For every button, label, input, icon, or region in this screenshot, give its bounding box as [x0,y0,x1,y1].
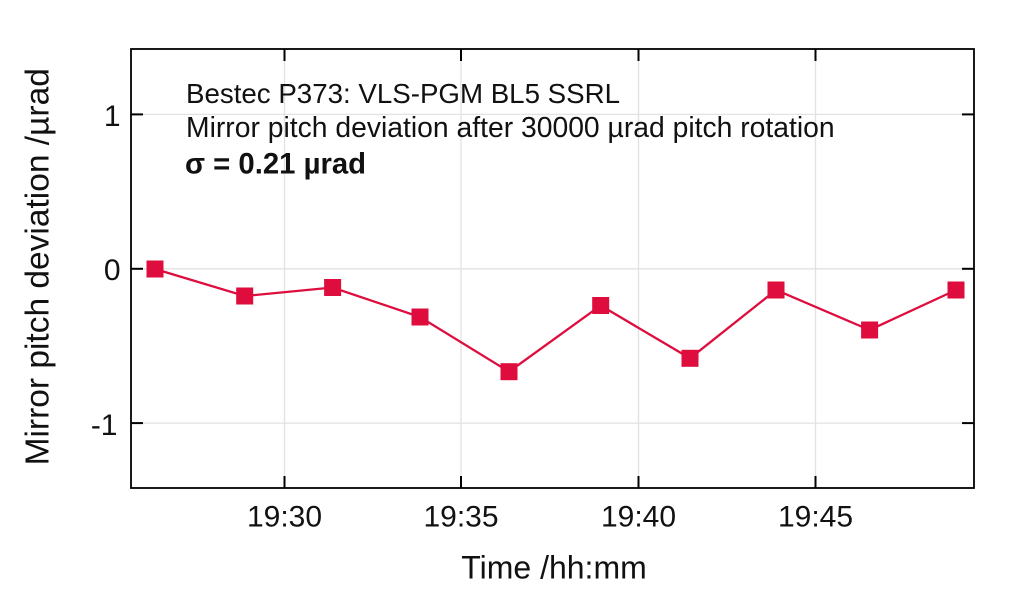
svg-text:Bestec P373: VLS-PGM BL5 SSRL: Bestec P373: VLS-PGM BL5 SSRL [186,78,620,109]
svg-text:σ = 0.21 µrad: σ = 0.21 µrad [185,148,366,181]
svg-text:19:40: 19:40 [601,501,676,534]
svg-text:19:30: 19:30 [247,501,322,534]
svg-text:Time /hh:mm: Time /hh:mm [461,549,647,585]
svg-text:Mirror pitch deviation after 3: Mirror pitch deviation after 30000 µrad … [186,111,835,143]
svg-text:Mirror pitch deviation /µrad: Mirror pitch deviation /µrad [20,68,57,465]
svg-text:19:35: 19:35 [423,501,498,534]
svg-text:0: 0 [104,254,121,287]
svg-text:-1: -1 [91,409,118,442]
svg-text:19:45: 19:45 [778,501,853,534]
svg-text:1: 1 [104,100,121,133]
